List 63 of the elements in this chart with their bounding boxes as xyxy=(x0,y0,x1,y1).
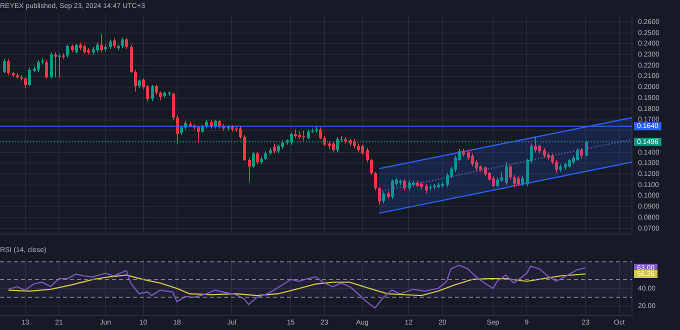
candlestick xyxy=(475,159,478,172)
candlestick xyxy=(172,92,175,120)
candlestick xyxy=(37,60,40,72)
candlestick xyxy=(332,140,335,153)
candlestick xyxy=(28,67,31,87)
candlestick xyxy=(370,158,373,176)
candlestick xyxy=(302,130,305,141)
candlestick xyxy=(484,166,487,177)
candlestick xyxy=(555,159,558,174)
candlestick xyxy=(100,33,103,53)
candlestick xyxy=(134,69,137,92)
candlestick xyxy=(500,171,503,182)
candlestick xyxy=(176,114,179,144)
candlestick xyxy=(248,157,251,182)
candlestick xyxy=(509,164,512,180)
candlestick xyxy=(239,126,242,140)
candlestick xyxy=(319,126,322,140)
candlestick xyxy=(96,42,99,53)
candlestick xyxy=(252,152,255,168)
candlestick xyxy=(24,76,27,89)
candlestick xyxy=(58,53,61,78)
candlestick xyxy=(425,183,428,194)
candlestick xyxy=(361,144,364,156)
candlestick xyxy=(45,60,48,79)
candlestick xyxy=(378,186,381,205)
candlestick xyxy=(446,172,449,188)
candlestick xyxy=(197,126,200,144)
candlestick xyxy=(366,147,369,163)
candlestick xyxy=(551,152,554,165)
candlestick xyxy=(273,143,276,154)
candlestick xyxy=(467,150,470,160)
candlestick xyxy=(374,171,377,191)
candlestick xyxy=(3,58,6,74)
candlestick xyxy=(391,178,394,200)
candlestick xyxy=(471,152,474,167)
candlestick xyxy=(66,44,69,58)
candlestick xyxy=(121,36,124,49)
candlestick xyxy=(505,162,508,186)
candlestick xyxy=(50,52,53,79)
candlestick xyxy=(513,174,516,188)
candlestick xyxy=(543,147,546,158)
candlestick xyxy=(256,152,259,165)
candlestick xyxy=(307,129,310,140)
candlestick xyxy=(125,38,128,50)
candlestick xyxy=(454,155,457,172)
candlestick xyxy=(109,38,112,50)
candlestick xyxy=(496,176,499,188)
candlestick xyxy=(534,136,537,153)
candlestick xyxy=(75,43,78,54)
candlestick xyxy=(113,38,116,49)
candlestick xyxy=(408,180,411,191)
candlestick xyxy=(576,147,579,162)
candlestick xyxy=(243,134,246,162)
candlestick xyxy=(403,178,406,191)
candlestick xyxy=(521,176,524,187)
candlestick xyxy=(517,176,520,187)
candlestick xyxy=(492,176,495,188)
candlestick xyxy=(151,84,154,102)
candlestick xyxy=(382,190,385,204)
candlestick xyxy=(7,58,10,76)
candlestick xyxy=(580,147,583,160)
candlestick xyxy=(155,84,158,96)
candlestick xyxy=(54,52,57,78)
